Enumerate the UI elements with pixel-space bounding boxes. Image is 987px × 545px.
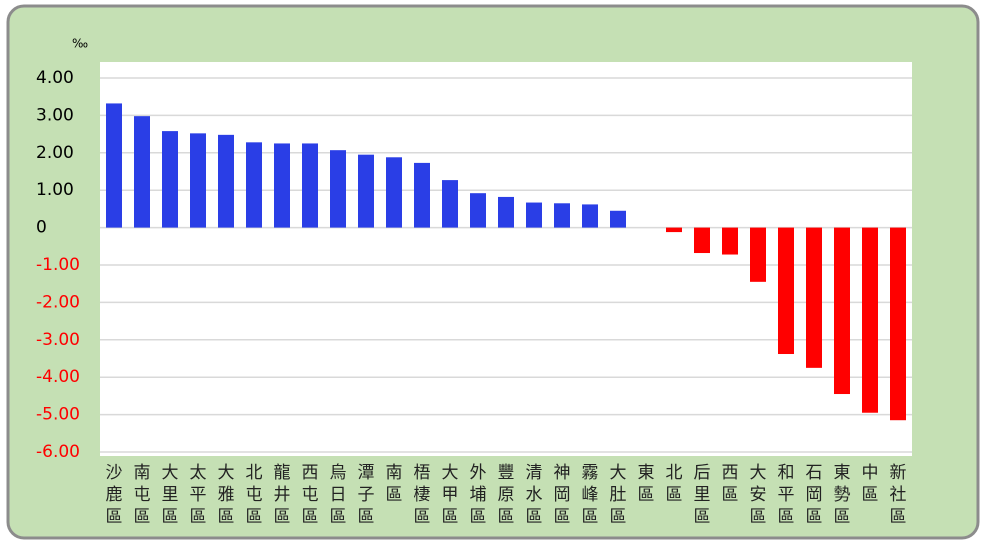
bar xyxy=(750,227,766,282)
bar xyxy=(162,131,178,228)
x-tick-label: 清水區 xyxy=(525,463,543,527)
x-tick-label: 外埔區 xyxy=(469,463,487,527)
bar xyxy=(442,180,458,228)
x-tick-label: 西區 xyxy=(721,463,739,505)
bar xyxy=(610,210,626,228)
y-tick-label: -4.00 xyxy=(36,367,80,387)
x-tick-label: 石岡區 xyxy=(805,463,823,527)
bar xyxy=(218,134,234,228)
bar xyxy=(330,150,346,228)
x-tick-label: 東勢區 xyxy=(833,463,851,527)
y-tick-label: 4.00 xyxy=(36,68,74,88)
bar xyxy=(778,227,794,355)
x-tick-label: 新社區 xyxy=(889,463,907,527)
bar xyxy=(722,227,738,255)
bar xyxy=(890,227,906,421)
y-tick-label: -3.00 xyxy=(36,330,80,350)
bar xyxy=(414,162,430,228)
x-tick-label: 南區 xyxy=(385,463,403,505)
bar xyxy=(470,193,486,228)
x-tick-label: 烏日區 xyxy=(329,463,347,527)
bar xyxy=(526,202,542,228)
x-tick-label: 潭子區 xyxy=(357,463,375,527)
bar xyxy=(694,227,710,254)
x-tick-label: 霧峰區 xyxy=(581,463,599,527)
y-tick-label: 2.00 xyxy=(36,143,74,163)
x-tick-label: 梧棲區 xyxy=(413,463,431,527)
x-tick-label: 南屯區 xyxy=(133,463,151,527)
x-tick-label: 大甲區 xyxy=(441,463,459,527)
y-tick-label: -6.00 xyxy=(36,442,80,462)
bar xyxy=(134,116,150,228)
y-tick-label: -5.00 xyxy=(36,405,80,425)
plot-area xyxy=(100,62,912,456)
x-tick-label: 后里區 xyxy=(693,463,711,527)
y-tick-label: 0 xyxy=(36,218,47,238)
bar xyxy=(106,103,122,228)
y-unit: ‰ xyxy=(72,37,88,51)
bar xyxy=(302,143,318,228)
bar xyxy=(190,133,206,228)
bar xyxy=(806,227,822,368)
bar xyxy=(246,142,262,228)
x-tick-label: 北屯區 xyxy=(245,463,263,527)
y-tick-label: 1.00 xyxy=(36,180,74,200)
y-tick-label: 3.00 xyxy=(36,105,74,125)
bar xyxy=(582,204,598,228)
x-tick-label: 西屯區 xyxy=(301,463,319,527)
y-tick-label: -2.00 xyxy=(36,292,80,312)
bar xyxy=(274,143,290,228)
x-tick-label: 豐原區 xyxy=(497,463,515,527)
bar xyxy=(862,227,878,413)
bar xyxy=(498,196,514,228)
x-tick-label: 北區 xyxy=(665,463,683,505)
x-tick-label: 沙鹿區 xyxy=(105,463,123,527)
x-tick-label: 大肚區 xyxy=(609,463,627,527)
x-tick-label: 中區 xyxy=(861,463,879,505)
x-tick-label: 龍井區 xyxy=(273,463,291,527)
x-tick-label: 東區 xyxy=(637,463,655,505)
x-tick-label: 大里區 xyxy=(161,463,179,527)
bar xyxy=(386,157,402,228)
x-tick-label: 大安區 xyxy=(749,463,767,527)
bar xyxy=(834,227,850,395)
bar xyxy=(358,154,374,228)
bar xyxy=(554,203,570,228)
bar xyxy=(666,227,682,233)
x-tick-label: 和平區 xyxy=(777,463,795,527)
x-tick-label: 大雅區 xyxy=(217,463,235,527)
x-tick-label: 神岡區 xyxy=(553,463,571,527)
y-tick-label: -1.00 xyxy=(36,255,80,275)
x-tick-label: 太平區 xyxy=(189,463,207,527)
